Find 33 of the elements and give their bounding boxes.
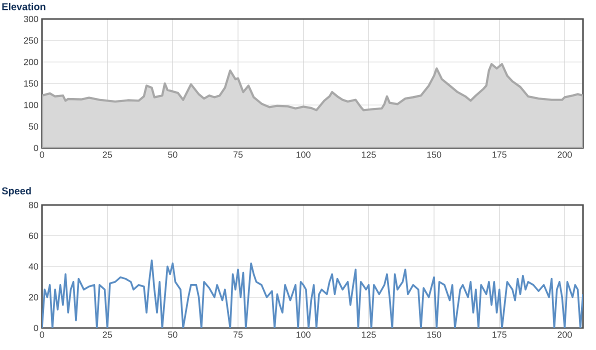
y-tick-label: 20 [28,294,38,300]
y-tick-label: 250 [24,37,38,44]
x-tick-label: 75 [233,332,243,338]
y-tick-label: 100 [24,102,38,108]
x-tick-label: 125 [362,332,376,338]
x-tick-label: 200 [558,152,572,158]
x-tick-label: 125 [362,152,376,158]
x-tick-label: 0 [40,152,44,158]
x-tick-label: 200 [558,332,572,338]
x-tick-label: 150 [427,332,442,338]
x-tick-label: 100 [296,152,310,158]
x-tick-label: 175 [492,332,506,338]
y-tick-label: 80 [28,202,38,208]
x-tick-label: 175 [492,152,506,158]
chart-title: Speed [2,187,31,196]
chart-title: Elevation [2,2,46,10]
y-tick-label: 40 [28,263,38,270]
y-tick-label: 150 [24,80,38,87]
line-series [42,259,584,328]
x-tick-label: 50 [168,332,178,338]
x-tick-label: 25 [102,332,112,338]
y-tick-label: 200 [24,58,38,66]
y-tick-label: 0 [34,324,38,332]
x-tick-label: 75 [233,152,243,158]
y-tick-label: 300 [24,16,38,22]
y-tick-label: 60 [28,232,38,239]
x-tick-label: 50 [168,152,178,158]
x-tick-label: 25 [102,152,112,158]
y-tick-label: 0 [34,144,38,152]
x-tick-label: 150 [427,152,442,158]
x-tick-label: 0 [40,332,44,338]
x-tick-label: 100 [296,332,310,338]
y-tick-label: 50 [28,123,38,130]
